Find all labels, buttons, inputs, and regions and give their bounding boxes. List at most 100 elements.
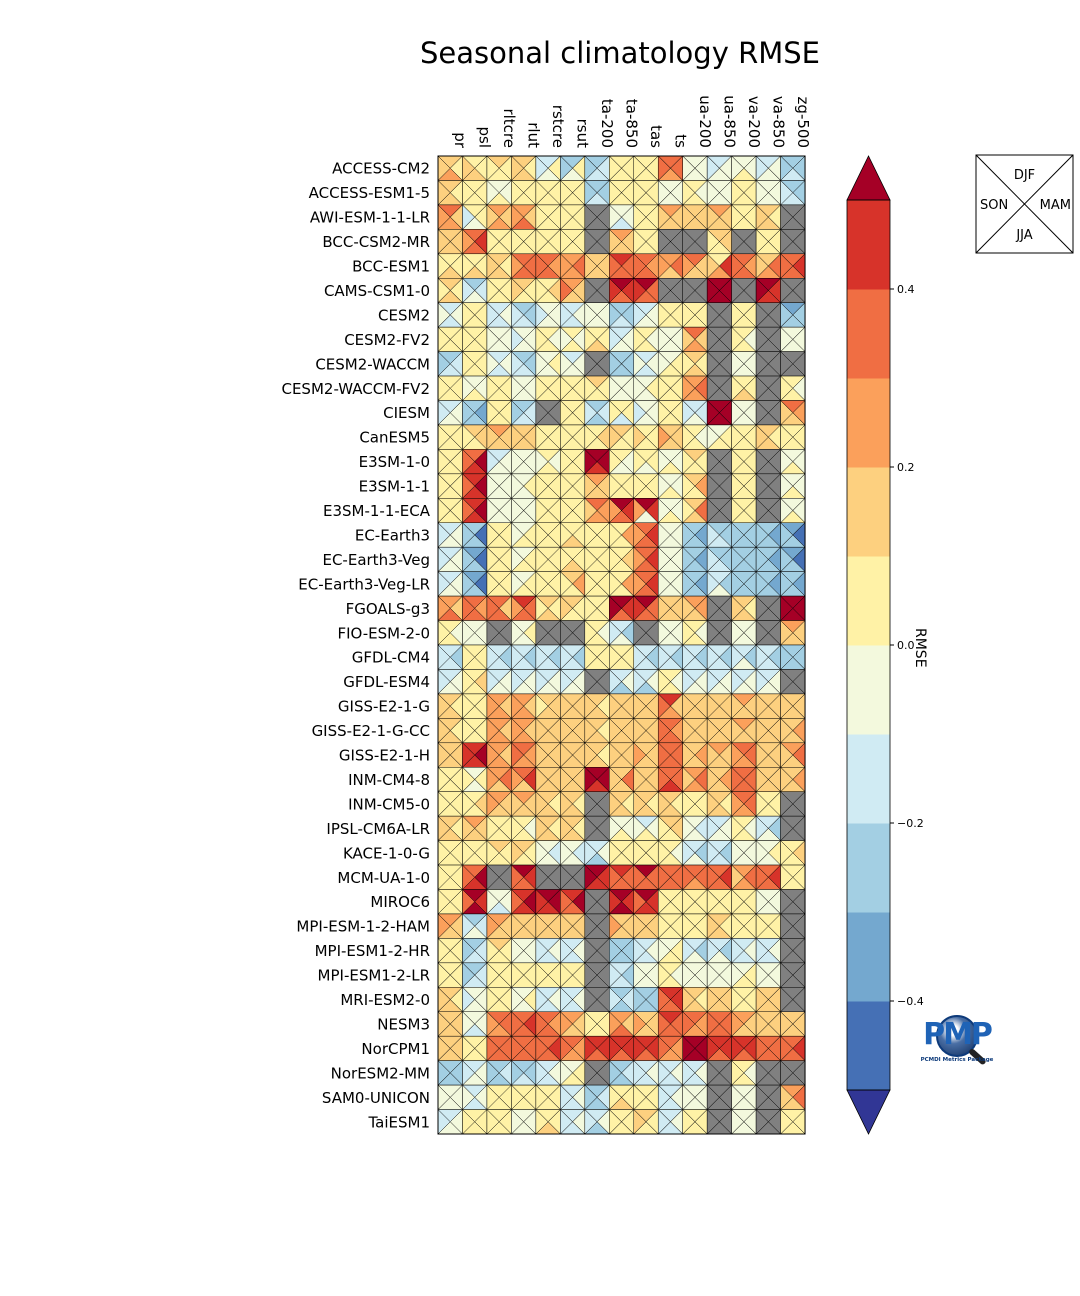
season-legend-right: MAM bbox=[1040, 198, 1071, 213]
cell-CAMS-CSM1-0-rstcre-SON bbox=[535, 277, 549, 304]
cell-BCC-ESM1-rstcre-SON bbox=[535, 253, 549, 279]
cell-TaiESM1-psl-SON bbox=[462, 1108, 476, 1135]
cell-TaiESM1-ta-850-SON bbox=[609, 1108, 622, 1135]
cell-CESM2-zg-500-SON bbox=[780, 302, 794, 328]
cell-BCC-ESM1-psl-SON bbox=[462, 253, 476, 279]
cell-E3SM-1-1-rltcre-SON bbox=[486, 473, 500, 499]
cell-GFDL-CM4-rltcre-SON bbox=[486, 644, 500, 671]
cell-MPI-ESM1-2-HR-ta-850-SON bbox=[609, 937, 622, 964]
cell-IPSL-CM6A-LR-va-200-SON bbox=[731, 815, 745, 842]
cell-E3SM-1-0-rstcre-SON bbox=[535, 448, 549, 475]
row-label-INM-CM4-8: INM-CM4-8 bbox=[348, 771, 430, 789]
cell-CESM2-FV2-rltcre-SON bbox=[486, 326, 500, 353]
cell-CESM2-WACCM-ua-200-SON bbox=[682, 350, 696, 377]
cell-TaiESM1-tas-SON bbox=[633, 1108, 647, 1135]
cell-KACE-1-0-G-ua-850-SON bbox=[706, 839, 720, 866]
cell-EC-Earth3-Veg-LR-rltcre-SON bbox=[486, 571, 500, 597]
cell-BCC-CSM2-MR-rsut-SON bbox=[560, 228, 573, 255]
row-label-IPSL-CM6A-LR: IPSL-CM6A-LR bbox=[326, 820, 430, 838]
cell-EC-Earth3-Veg-ua-850-SON bbox=[706, 546, 720, 573]
cell-EC-Earth3-Veg-LR-rlut-SON bbox=[511, 571, 524, 597]
cell-CAMS-CSM1-0-ta-200-SON bbox=[584, 277, 598, 304]
cell-CIESM-rstcre-SON bbox=[535, 399, 549, 426]
cell-FIO-ESM-2-0-rsut-SON bbox=[560, 619, 573, 646]
cell-GISS-E2-1-G-CC-tas-SON bbox=[633, 717, 647, 744]
cell-INM-CM4-8-ta-200-SON bbox=[584, 766, 598, 793]
colorbar-tick-label-4: 0.4 bbox=[897, 283, 915, 296]
column-label-ta-200: ta-200 bbox=[598, 99, 616, 148]
cell-FIO-ESM-2-0-ta-850-SON bbox=[609, 619, 622, 646]
cell-INM-CM5-0-ua-200-SON bbox=[682, 791, 696, 817]
colorbar-bin-9 bbox=[847, 200, 890, 290]
cell-CESM2-WACCM-FV2-ts-SON bbox=[657, 375, 671, 402]
row-label-MPI-ESM1-2-LR: MPI-ESM1-2-LR bbox=[318, 967, 430, 985]
cell-AWI-ESM-1-1-LR-ta-200-SON bbox=[584, 204, 598, 230]
row-label-MPI-ESM1-2-HR: MPI-ESM1-2-HR bbox=[315, 942, 430, 960]
cell-MPI-ESM-1-2-HAM-psl-SON bbox=[462, 913, 476, 940]
cell-GISS-E2-1-G-rltcre-SON bbox=[486, 693, 500, 719]
cell-EC-Earth3-psl-SON bbox=[462, 522, 476, 548]
colorbar-over-arrow bbox=[846, 155, 891, 201]
cell-INM-CM4-8-tas-SON bbox=[633, 766, 647, 793]
cell-MIROC6-tas-SON bbox=[633, 888, 647, 915]
cell-TaiESM1-ts-SON bbox=[657, 1108, 671, 1135]
column-label-rltcre: rltcre bbox=[500, 108, 518, 148]
cell-ACCESS-ESM1-5-zg-500-SON bbox=[780, 179, 794, 206]
cell-NorCPM1-psl-SON bbox=[462, 1035, 476, 1062]
cell-CAMS-CSM1-0-va-200-SON bbox=[731, 277, 745, 304]
cell-NorESM2-MM-ta-850-SON bbox=[609, 1060, 622, 1086]
cell-BCC-CSM2-MR-rstcre-SON bbox=[535, 228, 549, 255]
cell-GFDL-CM4-va-200-SON bbox=[731, 644, 745, 671]
cell-MCM-UA-1-0-ts-SON bbox=[657, 864, 671, 891]
cell-FIO-ESM-2-0-rltcre-SON bbox=[486, 619, 500, 646]
cell-CAMS-CSM1-0-rlut-SON bbox=[511, 277, 524, 304]
cell-CESM2-tas-SON bbox=[633, 302, 647, 328]
cell-MRI-ESM2-0-tas-SON bbox=[633, 986, 647, 1013]
cell-CESM2-WACCM-rstcre-SON bbox=[535, 350, 549, 377]
cell-AWI-ESM-1-1-LR-rsut-SON bbox=[560, 204, 573, 230]
cell-EC-Earth3-Veg-psl-SON bbox=[462, 546, 476, 573]
cell-CESM2-rstcre-SON bbox=[535, 302, 549, 328]
cell-NorESM2-MM-psl-SON bbox=[462, 1060, 476, 1086]
cell-EC-Earth3-Veg-LR-tas-SON bbox=[633, 571, 647, 597]
cell-INM-CM5-0-rlut-SON bbox=[511, 791, 524, 817]
cell-EC-Earth3-ts-SON bbox=[657, 522, 671, 548]
cell-BCC-ESM1-zg-500-SON bbox=[780, 253, 794, 279]
row-label-EC-Earth3: EC-Earth3 bbox=[355, 526, 430, 544]
cell-IPSL-CM6A-LR-ta-200-SON bbox=[584, 815, 598, 842]
cell-NorESM2-MM-ta-200-SON bbox=[584, 1060, 598, 1086]
cell-CAMS-CSM1-0-va-850-SON bbox=[755, 277, 769, 304]
cell-ACCESS-ESM1-5-ua-200-SON bbox=[682, 179, 696, 206]
cell-BCC-ESM1-rltcre-SON bbox=[486, 253, 500, 279]
cell-IPSL-CM6A-LR-rstcre-SON bbox=[535, 815, 549, 842]
cell-INM-CM4-8-rlut-SON bbox=[511, 766, 524, 793]
cell-BCC-CSM2-MR-zg-500-SON bbox=[780, 228, 794, 255]
cell-INM-CM4-8-zg-500-SON bbox=[780, 766, 794, 793]
cell-BCC-ESM1-ua-200-SON bbox=[682, 253, 696, 279]
cell-NorCPM1-va-850-SON bbox=[755, 1035, 769, 1062]
cell-ACCESS-ESM1-5-ta-850-SON bbox=[609, 179, 622, 206]
cell-E3SM-1-1-ta-200-SON bbox=[584, 473, 598, 499]
cell-MPI-ESM1-2-HR-rlut-SON bbox=[511, 937, 524, 964]
row-label-BCC-ESM1: BCC-ESM1 bbox=[352, 258, 430, 276]
cell-FGOALS-g3-va-200-SON bbox=[731, 595, 745, 622]
cell-MRI-ESM2-0-rstcre-SON bbox=[535, 986, 549, 1013]
cell-NorCPM1-ua-850-SON bbox=[706, 1035, 720, 1062]
cell-E3SM-1-0-ta-200-SON bbox=[584, 448, 598, 475]
cell-MIROC6-ta-850-SON bbox=[609, 888, 622, 915]
cell-CanESM5-rstcre-SON bbox=[535, 424, 549, 451]
cell-MPI-ESM1-2-HR-rstcre-SON bbox=[535, 937, 549, 964]
cell-CESM2-WACCM-ta-200-SON bbox=[584, 350, 598, 377]
cell-CESM2-FV2-tas-SON bbox=[633, 326, 647, 353]
cell-TaiESM1-zg-500-SON bbox=[780, 1108, 794, 1135]
cell-IPSL-CM6A-LR-tas-SON bbox=[633, 815, 647, 842]
cell-EC-Earth3-rsut-SON bbox=[560, 522, 573, 548]
cell-CESM2-WACCM-FV2-psl-SON bbox=[462, 375, 476, 402]
cell-NESM3-rltcre-SON bbox=[486, 1011, 500, 1037]
cell-MPI-ESM1-2-LR-rstcre-SON bbox=[535, 962, 549, 988]
cell-FIO-ESM-2-0-tas-SON bbox=[633, 619, 647, 646]
cell-TaiESM1-ua-850-SON bbox=[706, 1108, 720, 1135]
cell-AWI-ESM-1-1-LR-ts-SON bbox=[657, 204, 671, 230]
cell-E3SM-1-1-ECA-zg-500-SON bbox=[780, 497, 794, 524]
cell-NESM3-ts-SON bbox=[657, 1011, 671, 1037]
